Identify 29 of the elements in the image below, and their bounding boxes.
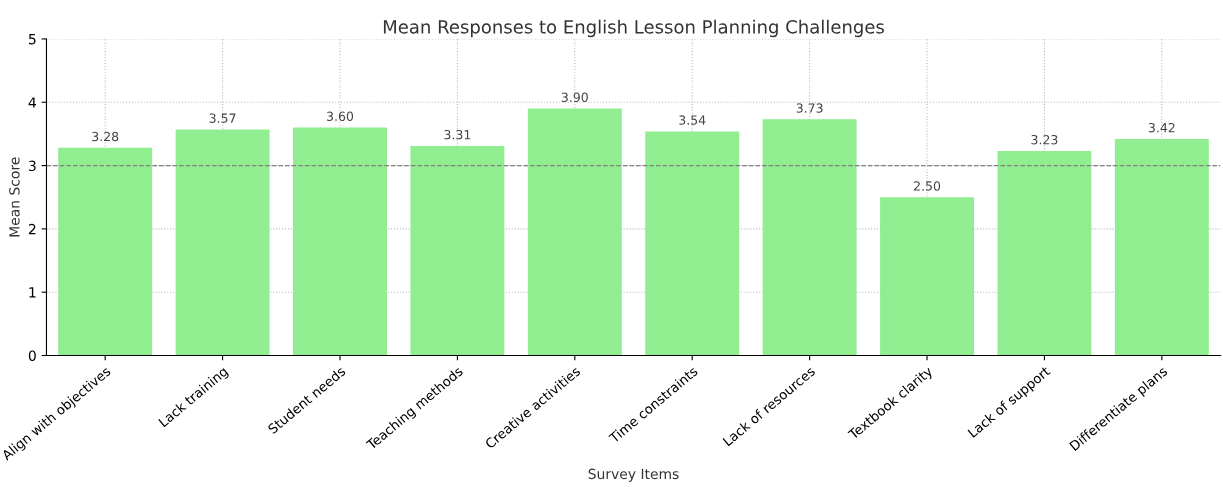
bar (58, 147, 153, 356)
data-label: 3.31 (444, 129, 471, 140)
data-label: 3.54 (679, 115, 706, 125)
bar (1114, 138, 1209, 356)
y-axis-title: Mean Score (9, 157, 20, 237)
y-tick-label: 3 (28, 160, 36, 172)
y-tick-label: 0 (28, 350, 36, 361)
data-label: 3.60 (327, 111, 354, 122)
data-label: 3.90 (561, 92, 588, 103)
bar (293, 127, 387, 356)
chart-title: Mean Responses to English Lesson Planning Challenges (383, 19, 884, 38)
data-label: 2.50 (914, 181, 941, 191)
data-label: 3.28 (92, 131, 119, 142)
data-label: 3.42 (1148, 122, 1175, 133)
y-tick-label: 1 (29, 287, 36, 298)
data-label: 3.23 (1031, 134, 1058, 145)
y-tick-label: 5 (28, 34, 36, 45)
bar (880, 197, 974, 356)
bar (762, 119, 857, 356)
bar (645, 131, 740, 356)
y-tick-label: 2 (28, 223, 36, 235)
bar (527, 108, 622, 356)
y-tick-label: 4 (28, 97, 36, 108)
bar (175, 129, 270, 356)
data-label: 3.57 (209, 113, 236, 123)
bar (410, 145, 505, 356)
x-axis-title: Survey Items (588, 468, 679, 482)
data-label: 3.73 (796, 103, 823, 113)
bar (997, 151, 1092, 356)
